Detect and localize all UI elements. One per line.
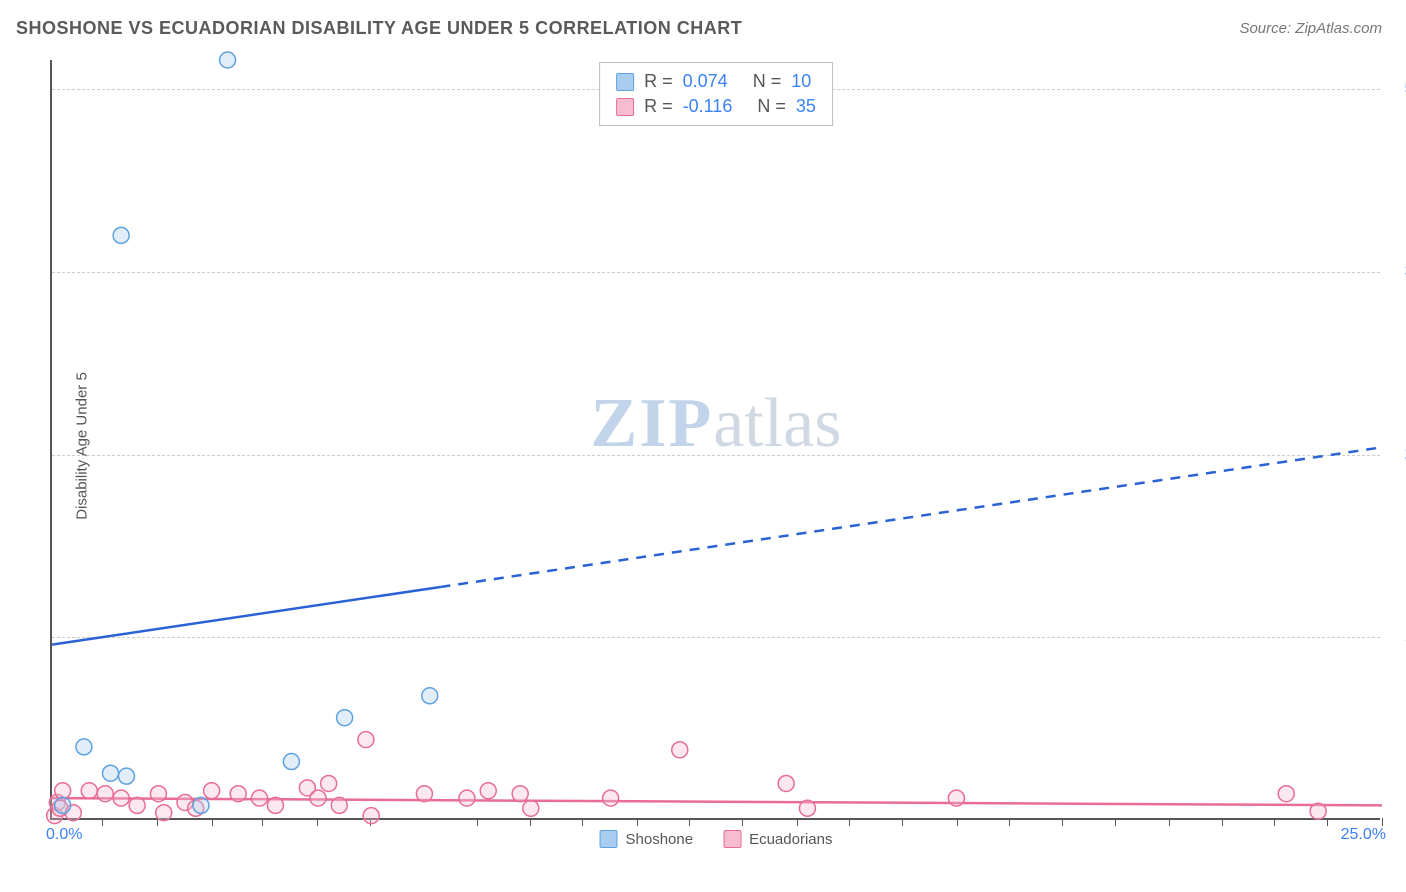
x-tick-mark — [1062, 818, 1063, 826]
data-point — [156, 805, 172, 821]
x-tick-mark — [957, 818, 958, 826]
x-tick-mark — [317, 818, 318, 826]
x-tick-min: 0.0% — [46, 826, 82, 844]
x-tick-mark — [477, 818, 478, 826]
data-point — [948, 790, 964, 806]
legend-swatch-ecuadorians — [723, 830, 741, 848]
x-tick-mark — [582, 818, 583, 826]
y-tick-label: 50.0% — [1390, 80, 1406, 98]
data-point — [204, 783, 220, 799]
x-tick-mark — [1169, 818, 1170, 826]
data-point — [97, 786, 113, 802]
x-tick-mark — [849, 818, 850, 826]
data-point — [251, 790, 267, 806]
x-tick-mark — [262, 818, 263, 826]
x-tick-mark — [1115, 818, 1116, 826]
data-point — [363, 808, 379, 824]
legend-swatch-shoshone — [600, 830, 618, 848]
data-point — [778, 775, 794, 791]
x-tick-mark — [1274, 818, 1275, 826]
x-tick-mark — [530, 818, 531, 826]
data-point — [416, 786, 432, 802]
x-tick-mark — [637, 818, 638, 826]
data-point — [55, 797, 71, 813]
x-tick-mark — [689, 818, 690, 826]
data-point — [358, 732, 374, 748]
plot-area: ZIPatlas 12.5%25.0%37.5%50.0% 0.0% 25.0%… — [50, 60, 1380, 820]
legend-label-shoshone: Shoshone — [626, 831, 694, 848]
data-point — [193, 797, 209, 813]
data-point — [113, 227, 129, 243]
chart-svg — [52, 60, 1380, 818]
data-point — [422, 688, 438, 704]
chart-page: SHOSHONE VS ECUADORIAN DISABILITY AGE UN… — [0, 0, 1406, 892]
data-point — [480, 783, 496, 799]
data-point — [267, 797, 283, 813]
legend-label-ecuadorians: Ecuadorians — [749, 831, 832, 848]
data-point — [230, 786, 246, 802]
data-point — [55, 783, 71, 799]
data-point — [103, 765, 119, 781]
data-point — [150, 786, 166, 802]
legend-bottom: Shoshone Ecuadorians — [600, 830, 833, 848]
data-point — [337, 710, 353, 726]
x-tick-mark — [902, 818, 903, 826]
data-point — [1278, 786, 1294, 802]
data-point — [113, 790, 129, 806]
trend-solid — [52, 587, 440, 645]
x-tick-mark — [157, 818, 158, 826]
x-tick-mark — [1327, 818, 1328, 826]
data-point — [512, 786, 528, 802]
x-tick-mark — [742, 818, 743, 826]
y-tick-label: 25.0% — [1390, 446, 1406, 464]
trend-dashed — [440, 447, 1382, 587]
data-point — [603, 790, 619, 806]
x-tick-mark — [1222, 818, 1223, 826]
x-tick-mark — [102, 818, 103, 826]
data-point — [799, 800, 815, 816]
x-tick-mark — [212, 818, 213, 826]
data-point — [1310, 803, 1326, 819]
data-point — [118, 768, 134, 784]
chart-title: SHOSHONE VS ECUADORIAN DISABILITY AGE UN… — [16, 18, 742, 39]
legend-item-shoshone: Shoshone — [600, 830, 694, 848]
x-tick-mark — [1382, 818, 1383, 826]
data-point — [310, 790, 326, 806]
data-point — [283, 754, 299, 770]
y-tick-label: 37.5% — [1390, 263, 1406, 281]
data-point — [331, 797, 347, 813]
data-point — [523, 800, 539, 816]
data-point — [129, 797, 145, 813]
y-tick-label: 12.5% — [1390, 628, 1406, 646]
data-point — [220, 52, 236, 68]
x-tick-max: 25.0% — [1341, 826, 1386, 844]
source-label: Source: ZipAtlas.com — [1239, 20, 1382, 37]
data-point — [459, 790, 475, 806]
legend-item-ecuadorians: Ecuadorians — [723, 830, 832, 848]
data-point — [321, 775, 337, 791]
data-point — [672, 742, 688, 758]
x-tick-mark — [1009, 818, 1010, 826]
data-point — [81, 783, 97, 799]
x-tick-mark — [797, 818, 798, 826]
data-point — [76, 739, 92, 755]
